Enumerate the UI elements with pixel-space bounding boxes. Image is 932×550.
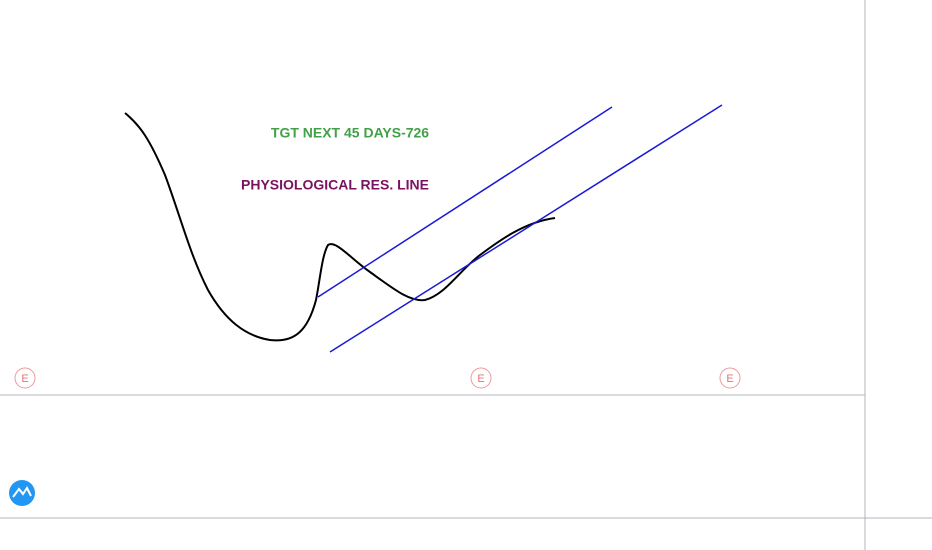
event-marker: E	[14, 367, 36, 389]
annotation: PHYSIOLOGICAL RES. LINE	[241, 177, 429, 193]
annotation: TGT NEXT 45 DAYS-726	[271, 125, 429, 141]
event-marker: E	[470, 367, 492, 389]
event-label: E	[477, 373, 484, 385]
event-circle	[470, 367, 492, 389]
event-label: E	[726, 373, 733, 385]
logo	[9, 480, 35, 506]
channel-line	[329, 104, 723, 353]
event-label: E	[21, 373, 28, 385]
event-marker: E	[719, 367, 741, 389]
logo-glyph	[12, 486, 32, 498]
channel-line	[317, 106, 613, 298]
event-circle	[719, 367, 741, 389]
event-circle	[14, 367, 36, 389]
cup-drawing	[124, 112, 556, 342]
